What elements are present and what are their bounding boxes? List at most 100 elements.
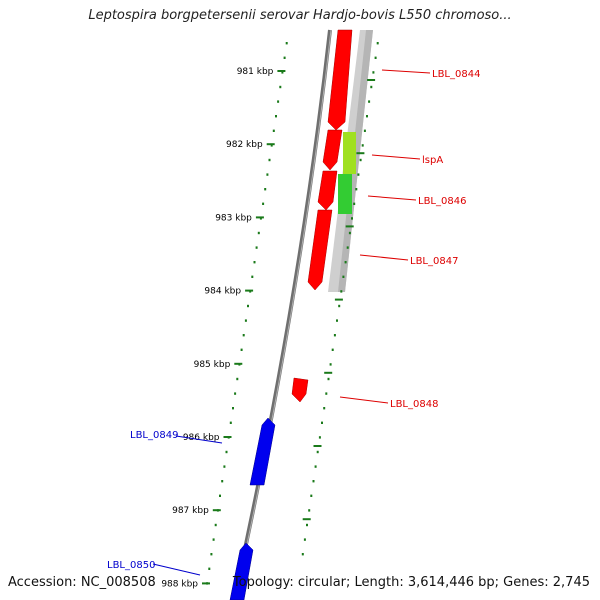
- ruler-dot-outer: [348, 231, 351, 235]
- ruler-dot-inner: [212, 538, 215, 541]
- topology-text: Topology: circular; Length: 3,614,446 bp…: [232, 575, 590, 590]
- ruler-dot-outer: [336, 319, 338, 322]
- gene-labels: LBL_0844 lspA LBL_0846 LBL_0847 LBL_0848…: [107, 69, 480, 576]
- ruler-dot-outer: [306, 523, 308, 527]
- label-LBL_0850: LBL_0850: [107, 560, 155, 571]
- ruler-dot-inner: [223, 465, 226, 468]
- gene-lspA-arrow: [322, 129, 343, 171]
- ruler-tick-label: 985 kbp: [194, 360, 231, 370]
- ruler-dot-inner: [257, 231, 260, 235]
- ruler-dot-inner: [208, 567, 211, 570]
- ruler-dot-inner: [221, 480, 224, 483]
- ruler-dot-outer: [303, 538, 306, 541]
- gene-LBL_0849-arrow: [249, 417, 276, 486]
- ruler-dot-outer: [327, 377, 330, 381]
- ruler-major-tick-outer: [302, 518, 311, 521]
- ruler-dot-inner: [270, 144, 273, 147]
- ruler-ticks: 981 kbp 982 kbp 983 kbp 984 kbp 985 kbp 986 k…: [161, 67, 376, 589]
- ruler-dot-inner: [255, 246, 258, 249]
- ruler-tick-label: 986 kbp: [183, 433, 220, 443]
- ruler-dot-outer: [340, 290, 343, 293]
- gene-LBL_0848-arrow: [291, 377, 309, 403]
- gc-highlight-yellowgreen: [343, 132, 356, 174]
- leader-LBL_0848: [339, 396, 389, 404]
- ruler-dot-outer: [372, 71, 375, 74]
- ruler-dot-inner: [268, 158, 271, 162]
- ruler-dot-inner: [279, 85, 282, 89]
- ruler-dot-inner: [232, 407, 234, 410]
- ruler-dot-outer: [316, 450, 319, 454]
- backbone-highlight: [234, 29, 332, 600]
- ruler-dot-outer: [312, 480, 315, 483]
- ruler-major-tick-outer: [324, 371, 333, 374]
- ruler-major-tick: [266, 143, 275, 146]
- ruler-dot-inner: [264, 188, 267, 191]
- ruler-dot-outer: [344, 261, 347, 264]
- ruler-dot-outer: [376, 42, 379, 45]
- ruler-dot-outer: [346, 246, 349, 249]
- ruler-tick-label: 983 kbp: [215, 213, 252, 223]
- backbone-line: [232, 29, 332, 600]
- ruler-dot-inner: [275, 115, 277, 118]
- ruler-dot-inner: [219, 494, 221, 497]
- ruler-major-tick: [223, 436, 232, 438]
- ruler-dot-inner: [283, 56, 286, 59]
- ruler-dot-inner: [281, 71, 284, 74]
- ruler-major-tick: [255, 216, 264, 219]
- ruler-dot-inner: [272, 129, 275, 132]
- ruler-dot-inner: [240, 348, 243, 351]
- ruler-tick-label: 988 kbp: [161, 579, 198, 589]
- label-LBL_0848: LBL_0848: [390, 399, 438, 410]
- ruler-dot-outer: [308, 509, 311, 512]
- ruler-tick-label: 982 kbp: [226, 140, 263, 150]
- label-lspA: lspA: [422, 155, 443, 166]
- ruler-dot-inner: [236, 377, 239, 381]
- ruler-major-tick: [234, 362, 243, 365]
- ruler-dot-inner: [277, 100, 280, 103]
- label-LBL_0847: LBL_0847: [410, 256, 458, 267]
- ruler-dot-inner: [266, 173, 269, 176]
- ruler-dot-outer: [331, 348, 334, 351]
- gene-LBL_0847-arrow: [307, 209, 333, 291]
- ruler-major-tick: [202, 582, 210, 585]
- accession-text: Accession: NC_008508: [8, 575, 156, 590]
- ruler-dot-inner: [242, 334, 245, 337]
- ruler-tick-label: 984 kbp: [204, 287, 241, 297]
- ruler-dot-inner: [251, 275, 254, 278]
- ruler-dot-outer: [314, 465, 317, 468]
- ruler-dot-outer: [351, 217, 353, 220]
- leader-LBL_0849: [175, 435, 223, 444]
- ruler-dot-outer: [355, 188, 358, 191]
- ruler-dot-outer: [338, 304, 341, 308]
- gc-highlight-green: [338, 174, 352, 214]
- ruler-dot-outer: [366, 115, 368, 118]
- ruler-dot-outer: [370, 85, 373, 89]
- label-LBL_0844: LBL_0844: [432, 69, 480, 80]
- ruler-dot-outer: [342, 275, 345, 278]
- ruler-major-tick: [212, 509, 221, 512]
- ruler-dot-inner: [285, 42, 288, 45]
- ruler-dot-inner: [244, 319, 247, 322]
- ruler-dot-outer: [301, 553, 304, 556]
- ruler-dot-outer: [363, 129, 366, 132]
- leader-lspA: [371, 154, 421, 160]
- ruler-dot-outer: [318, 436, 321, 439]
- ruler-dot-outer: [310, 494, 313, 497]
- ruler-dot-outer: [321, 421, 323, 424]
- gene-LBL_0846-arrow: [317, 170, 338, 211]
- ruler-dot-outer: [359, 158, 362, 162]
- ruler-dot-inner: [214, 523, 217, 527]
- ruler-dot-outer: [323, 407, 326, 410]
- ruler-major-tick: [245, 289, 254, 292]
- ruler-dot-inner: [262, 202, 265, 205]
- ruler-major-tick: [277, 70, 286, 72]
- ruler-dot-inner: [253, 261, 256, 264]
- ruler-dot-outer: [325, 392, 328, 395]
- ruler-dot-inner: [234, 392, 237, 395]
- ruler-dot-outer: [357, 173, 360, 176]
- ruler-dot-outer: [368, 100, 371, 103]
- ruler-dot-outer: [374, 56, 377, 59]
- leader-LBL_0847: [359, 254, 409, 261]
- ruler-dot-outer: [353, 202, 356, 205]
